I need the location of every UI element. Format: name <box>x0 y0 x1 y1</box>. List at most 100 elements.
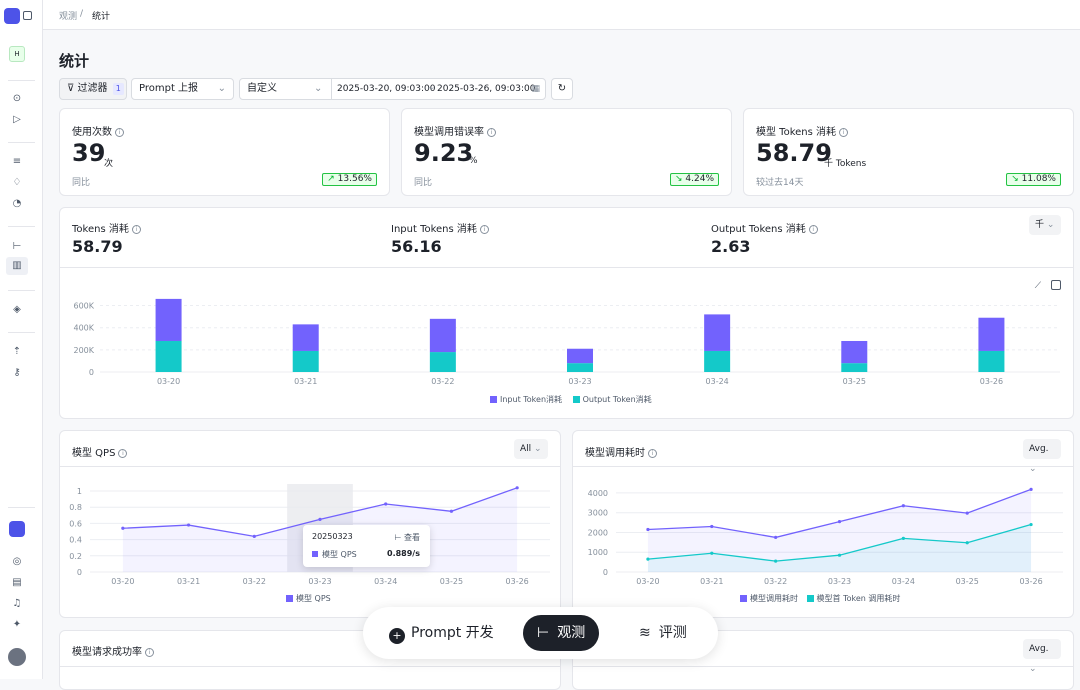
x-tick-label: 03-23 <box>828 577 851 586</box>
end-date[interactable]: 2025-03-26, 09:03:00 <box>437 84 536 94</box>
source-select[interactable]: Prompt 上报 ⌄ <box>131 78 234 100</box>
data-point <box>646 527 650 532</box>
start-date[interactable]: 2025-03-20, 09:03:00 <box>337 84 436 94</box>
bar-segment <box>567 348 593 364</box>
date-separator: ~ <box>427 84 435 94</box>
app-logo[interactable] <box>4 8 20 24</box>
x-tick-label: 03-22 <box>243 577 266 586</box>
legend-first-token: 模型首 Token 调用耗时 <box>806 594 900 603</box>
chevron-down-icon: ⌄ <box>1029 664 1037 674</box>
nav-eval[interactable]: ≋ 评测 <box>639 625 687 641</box>
tokens-total-value: 58.79 <box>72 237 123 256</box>
info-icon[interactable]: i <box>131 224 141 234</box>
info-icon[interactable]: i <box>145 647 154 657</box>
x-tick-label: 03-23 <box>568 377 591 386</box>
card-divider <box>60 267 1073 268</box>
main-content: 观测 / 统计 统计 ⊽ 过滤器 1 Prompt 上报 ⌄ 自定义 ⌄ 202… <box>43 0 1080 690</box>
data-point <box>965 541 969 545</box>
prompt-icon[interactable]: ⊙ <box>12 93 22 104</box>
y-tick-label: 4000 <box>588 489 608 498</box>
data-point <box>121 526 125 530</box>
x-tick-label: 03-22 <box>431 377 454 386</box>
page-title: 统计 <box>59 52 90 70</box>
y-tick-label: 200K <box>73 346 94 355</box>
chevron-down-icon: ⌄ <box>1029 464 1037 474</box>
kpi-usage-compare: 同比 <box>72 178 91 188</box>
model-icon[interactable]: ◈ <box>13 304 21 315</box>
x-tick-label: 03-24 <box>374 577 397 586</box>
success-select[interactable]: Avg. ⌄ <box>1023 639 1061 674</box>
bar-segment <box>429 352 456 372</box>
data-point <box>318 517 322 521</box>
upload-icon[interactable]: ⇡ <box>12 346 22 357</box>
document-icon[interactable]: ▤ <box>12 577 22 588</box>
stats-icon[interactable]: ▥ <box>6 257 28 275</box>
bar-segment <box>978 317 1005 351</box>
evaluator-icon[interactable]: ♢ <box>12 177 22 188</box>
y-tick-label: 0.4 <box>69 536 82 545</box>
tooltip-date: 20250323 <box>312 532 353 541</box>
x-tick-label: 03-26 <box>1019 577 1042 586</box>
tooltip-value: 0.889/s <box>387 549 420 558</box>
series-area <box>647 524 1032 572</box>
qps-title: 模型 QPS i <box>72 444 128 459</box>
card-divider <box>573 666 1073 667</box>
collapse-sidebar-icon[interactable] <box>23 11 32 20</box>
qps-select[interactable]: All ⌄ <box>514 439 548 459</box>
info-icon[interactable]: i <box>479 224 489 234</box>
trace-icon[interactable]: ⊢ <box>12 241 22 252</box>
unit-select[interactable]: 千 ⌄ <box>1029 215 1061 235</box>
kpi-usage-label: 使用次数 i <box>72 123 124 138</box>
tooltip-view-link[interactable]: ⊢ 查看 <box>394 533 420 542</box>
card-divider <box>60 466 560 467</box>
info-icon[interactable]: i <box>487 127 496 137</box>
key-icon[interactable]: ⚷ <box>13 367 21 378</box>
chevron-down-icon: ⌄ <box>1046 220 1055 230</box>
data-point <box>186 523 191 527</box>
latency-select[interactable]: Avg. ⌄ <box>1023 439 1061 474</box>
info-icon[interactable]: i <box>839 127 849 137</box>
observe-icon: ⊢ <box>537 625 550 641</box>
dataset-icon[interactable]: ≡ <box>12 156 22 167</box>
bar-chart-toggle-icon[interactable] <box>1051 280 1061 290</box>
legend-input: Input Token消耗 <box>490 395 562 404</box>
x-tick-label: 03-23 <box>308 577 331 586</box>
info-icon[interactable]: i <box>808 224 818 234</box>
magic-icon[interactable]: ✦ <box>12 619 22 630</box>
filter-icon: ⊽ <box>67 83 75 94</box>
breadcrumb-parent[interactable]: 观测 <box>59 12 78 22</box>
data-point <box>837 519 842 524</box>
refresh-button[interactable]: ↻ <box>551 78 573 100</box>
compass-icon[interactable]: ◎ <box>12 556 22 567</box>
trend-up-icon: ↗ <box>327 174 335 184</box>
range-select-value[interactable]: 自定义 <box>247 83 277 94</box>
chevron-down-icon: ⌄ <box>534 444 542 454</box>
x-tick-label: 03-26 <box>980 377 1003 386</box>
filter-button[interactable]: ⊽ 过滤器 1 <box>59 78 127 100</box>
bot-icon[interactable] <box>9 521 25 537</box>
info-icon[interactable]: i <box>118 448 128 458</box>
play-icon[interactable]: ▷ <box>13 114 21 125</box>
chevron-down-icon: ⌄ <box>217 83 226 94</box>
info-icon[interactable]: i <box>115 127 124 137</box>
line-chart-toggle-icon[interactable]: ⟋ <box>1034 281 1041 291</box>
tokens-output-label: Output Tokens 消耗 i <box>711 220 818 235</box>
data-point <box>252 534 256 538</box>
nav-prompt-dev[interactable]: + Prompt 开发 <box>375 615 508 651</box>
bar-segment <box>978 350 1005 372</box>
workspace-avatar[interactable]: H <box>9 46 25 62</box>
data-point <box>774 559 778 563</box>
date-range-picker[interactable]: 自定义 ⌄ 2025-03-20, 09:03:00 ~ 2025-03-26,… <box>239 78 546 100</box>
tokens-output-value: 2.63 <box>711 237 751 256</box>
user-avatar[interactable] <box>8 648 26 666</box>
chart-tooltip: 20250323 ⊢ 查看 模型 QPS 0.889/s <box>303 525 430 567</box>
kpi-error-delta: ↘ 4.24% <box>669 173 719 186</box>
info-icon[interactable]: i <box>648 448 657 458</box>
prompt-dev-icon: + <box>389 628 405 644</box>
experiment-icon[interactable]: ◔ <box>12 198 22 209</box>
x-tick-label: 03-21 <box>177 577 200 586</box>
bell-icon[interactable]: ♫ <box>12 598 22 609</box>
latency-title: 模型调用耗时 i <box>585 444 657 459</box>
tokens-card: Tokens 消耗 i 58.79 Input Tokens 消耗 i 56.16 … <box>59 207 1074 419</box>
nav-observe[interactable]: ⊢ 观测 <box>523 615 600 651</box>
